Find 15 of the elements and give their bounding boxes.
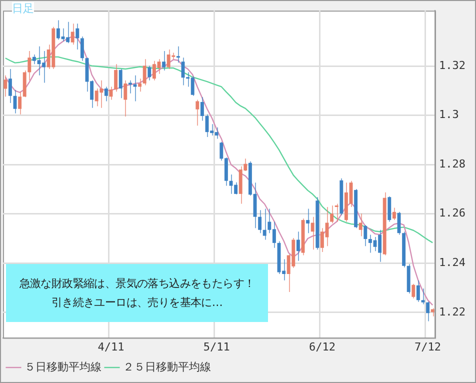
y-tick-label: 1.26: [439, 206, 466, 220]
x-tick-label: 5/11: [203, 340, 230, 354]
annotation: 急激な財政緊縮は、景気の落ち込みをもたらす！: [18, 276, 256, 292]
y-tick-label: 1.3: [439, 108, 459, 122]
x-tick-label: 4/11: [98, 340, 124, 354]
y-tick-label: 1.32: [439, 58, 466, 72]
x-tick-label: 7/12: [414, 340, 442, 354]
y-tick-label: 1.22: [439, 305, 466, 318]
x-tick-label: 6/12: [308, 340, 336, 354]
y-tick-label: 1.28: [439, 157, 466, 170]
annotation: 日足: [12, 2, 34, 15]
legend-label: ２５日移動平均線: [123, 360, 211, 374]
y-tick-label: 1.24: [439, 256, 466, 270]
legend-label: ５日移動平均線: [24, 360, 102, 374]
annotation: 引き続きユーロは、売りを基本に…: [50, 295, 224, 311]
